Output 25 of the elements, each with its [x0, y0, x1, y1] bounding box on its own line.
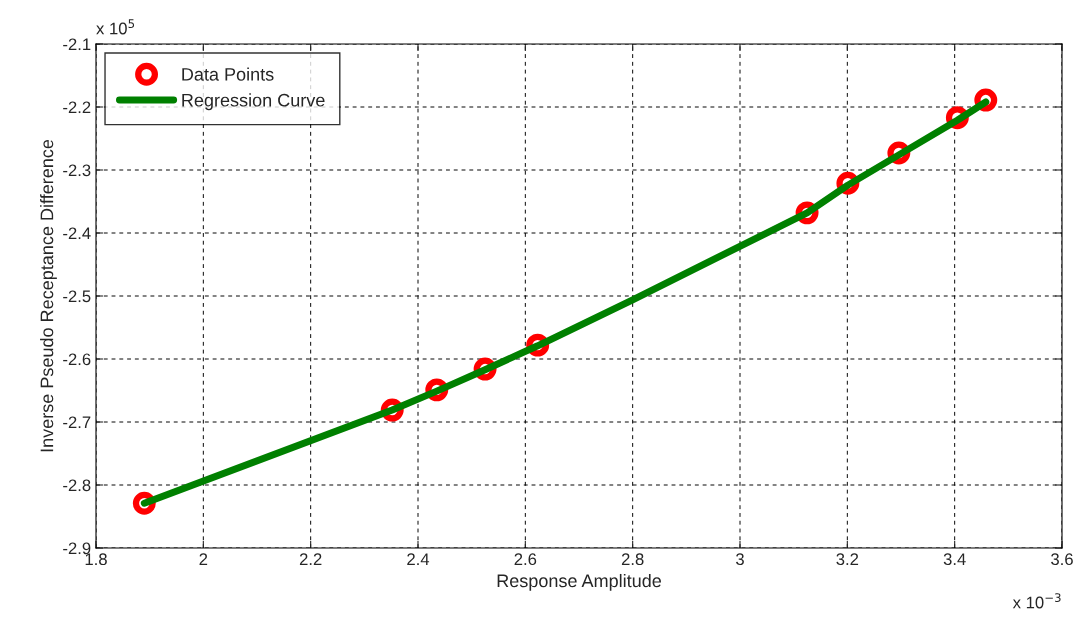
- x-axis-title: Response Amplitude: [497, 573, 662, 591]
- y-tick-label: -2.8: [63, 479, 91, 492]
- y-tick-label: -2.2: [63, 101, 91, 114]
- x-tick-label: 1.8: [85, 553, 107, 566]
- legend-label: Regression Curve: [182, 93, 325, 111]
- x-tick-label: 3.2: [836, 553, 859, 566]
- y-tick-label: -2.3: [63, 164, 91, 177]
- x-tick-label: 2.8: [621, 553, 644, 566]
- y-tick-label: -2.6: [63, 353, 91, 366]
- x-tick-label: 3.4: [943, 553, 966, 566]
- legend-label: Data Points: [182, 67, 274, 81]
- y-axis-title: Inverse Pseudo Receptance Difference: [40, 139, 57, 452]
- y-tick-label: -2.1: [63, 38, 91, 51]
- text: x 10$^{−3}$: [1012, 593, 1061, 609]
- text: x 10$^{5}$: [96, 19, 135, 35]
- x-tick-label: 2.4: [407, 553, 430, 565]
- y-tick-label: -2.5: [63, 290, 91, 303]
- y-tick-label: -2.7: [63, 416, 91, 429]
- y-tick-label: -2.9: [63, 542, 91, 555]
- x-tick-label: 2: [199, 553, 208, 565]
- x-tick-label: 2.2: [299, 553, 322, 565]
- y-tick-label: -2.4: [63, 227, 91, 240]
- x-tick-label: 2.6: [514, 553, 537, 566]
- x-tick-label: 3.6: [1051, 553, 1073, 566]
- x-tick-label: 3: [736, 553, 744, 566]
